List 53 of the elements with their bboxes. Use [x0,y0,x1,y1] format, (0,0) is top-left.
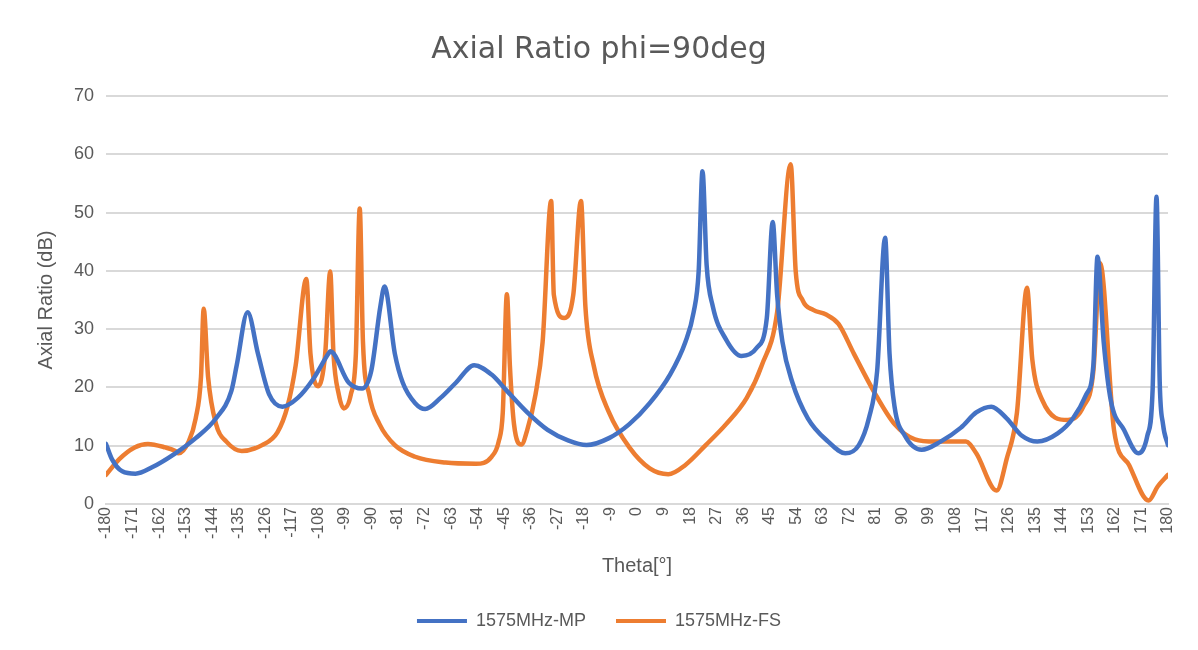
y-tick-label: 30 [73,318,95,339]
x-tick-label: 90 [892,506,910,525]
x-tick-label: -27 [547,506,565,531]
x-tick-label: -126 [255,506,273,540]
x-tick-label: 99 [919,506,937,525]
legend-label: 1575MHz-MP [475,609,586,630]
x-tick-label: -108 [308,506,326,540]
x-tick-label: 72 [839,506,857,525]
x-tick-label: -180 [96,506,114,540]
x-tick-label: 126 [999,506,1017,534]
x-tick-label: -18 [574,506,592,531]
x-axis-title: Theta[°] [601,553,673,576]
x-tick-label: -36 [521,506,539,531]
x-tick-label: 162 [1105,506,1123,534]
x-tick-label: 54 [786,506,804,525]
x-tick-label: -135 [229,506,247,540]
x-tick-label: 171 [1131,506,1149,534]
y-tick-label: 60 [73,143,95,164]
x-tick-label: -54 [468,506,486,531]
x-tick-label: -117 [282,506,300,538]
x-tick-label: 117 [972,506,990,533]
x-tick-label: -9 [600,506,618,522]
x-tick-label: -45 [494,506,512,531]
y-axis-title: Axial Ratio (dB) [33,230,56,370]
x-tick-label: 27 [707,506,725,525]
x-tick-label: -63 [441,506,459,531]
y-tick-label: 10 [73,434,95,455]
x-tick-label: 108 [946,506,964,534]
x-tick-label: -171 [122,506,140,540]
y-tick-label: 20 [73,376,95,397]
x-tick-label: -81 [388,506,406,531]
x-tick-label: -162 [149,506,167,540]
x-tick-label: 9 [653,506,671,516]
y-tick-label: 50 [73,201,95,222]
x-tick-label: 135 [1025,506,1043,534]
x-tick-label: 81 [866,506,884,525]
x-tick-label: 144 [1052,506,1070,534]
x-tick-label: -90 [361,506,379,531]
chart-title: Axial Ratio phi=90deg [431,29,767,65]
x-tick-label: 180 [1158,506,1176,534]
x-tick-label: -153 [176,506,194,540]
x-tick-label: -72 [415,506,433,531]
x-tick-label: 18 [680,506,698,525]
y-tick-label: 70 [73,84,95,105]
x-tick-label: 36 [733,506,751,525]
x-tick-label: 0 [627,506,645,516]
x-tick-label: 63 [813,506,831,525]
y-tick-label: 40 [73,259,95,280]
x-tick-label: 45 [760,506,778,525]
x-tick-label: -144 [202,506,220,540]
legend-label: 1575MHz-FS [675,609,782,630]
x-tick-label: 153 [1078,506,1096,534]
x-tick-label: -99 [335,506,353,531]
